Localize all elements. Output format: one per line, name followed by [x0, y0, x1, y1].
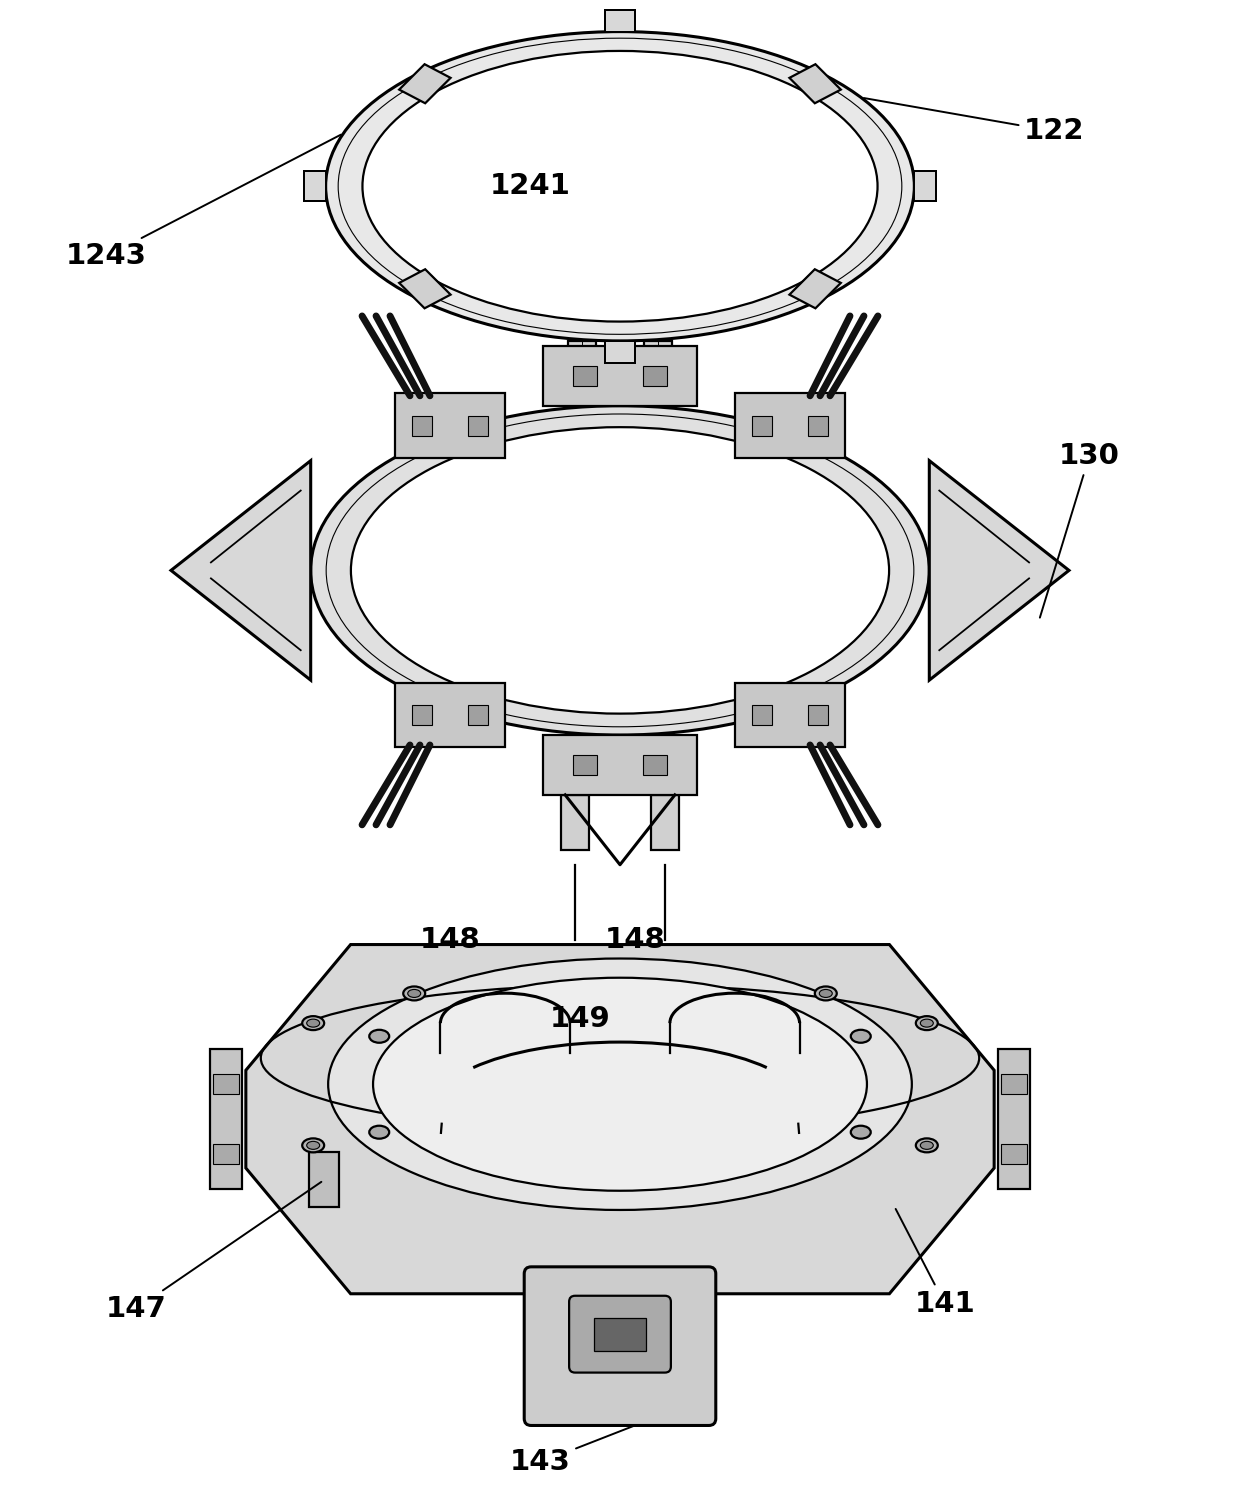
Bar — [412, 415, 432, 436]
Bar — [735, 393, 844, 459]
Bar — [1001, 1144, 1027, 1164]
Polygon shape — [790, 270, 841, 308]
Polygon shape — [914, 171, 936, 201]
Ellipse shape — [916, 1015, 937, 1030]
Polygon shape — [399, 64, 450, 103]
Bar — [213, 1144, 239, 1164]
Bar — [543, 345, 697, 406]
Bar — [467, 706, 487, 725]
Bar — [808, 706, 828, 725]
Ellipse shape — [920, 1018, 934, 1027]
Ellipse shape — [311, 406, 929, 736]
Bar — [210, 1050, 242, 1190]
Ellipse shape — [303, 1139, 324, 1152]
Polygon shape — [399, 270, 450, 308]
Ellipse shape — [306, 1142, 320, 1150]
Polygon shape — [605, 341, 635, 363]
Text: 148: 148 — [605, 926, 666, 953]
Bar — [644, 755, 667, 774]
Bar — [735, 682, 844, 747]
Text: 1241: 1241 — [490, 173, 570, 200]
Ellipse shape — [329, 959, 911, 1211]
Ellipse shape — [303, 1015, 324, 1030]
Ellipse shape — [362, 51, 878, 322]
Bar — [309, 1152, 339, 1208]
Ellipse shape — [815, 986, 837, 1001]
Bar — [753, 706, 773, 725]
FancyBboxPatch shape — [525, 1267, 715, 1425]
Bar — [1001, 1074, 1027, 1094]
Ellipse shape — [306, 1018, 320, 1027]
Ellipse shape — [351, 427, 889, 713]
Ellipse shape — [851, 1030, 870, 1042]
Bar — [467, 415, 487, 436]
Polygon shape — [304, 171, 326, 201]
FancyBboxPatch shape — [569, 1295, 671, 1373]
Text: 1243: 1243 — [66, 134, 341, 270]
Ellipse shape — [820, 990, 832, 998]
Bar — [573, 366, 596, 386]
Polygon shape — [605, 9, 635, 31]
Bar — [594, 1318, 646, 1351]
Polygon shape — [246, 944, 994, 1294]
Ellipse shape — [370, 1126, 389, 1139]
Bar — [568, 341, 596, 396]
Bar — [562, 795, 589, 850]
Ellipse shape — [916, 1139, 937, 1152]
Ellipse shape — [370, 1030, 389, 1042]
Polygon shape — [790, 64, 841, 103]
Text: 141: 141 — [895, 1209, 975, 1318]
Text: 147: 147 — [105, 1182, 321, 1322]
Bar — [396, 682, 505, 747]
Bar — [808, 415, 828, 436]
Text: 130: 130 — [1040, 442, 1120, 618]
Bar — [998, 1050, 1030, 1190]
Bar — [644, 341, 672, 396]
Bar — [213, 1074, 239, 1094]
Bar — [396, 393, 505, 459]
Ellipse shape — [403, 986, 425, 1001]
Bar — [543, 736, 697, 795]
Bar — [644, 366, 667, 386]
Polygon shape — [171, 460, 311, 680]
Bar — [412, 706, 432, 725]
Bar — [651, 795, 678, 850]
Ellipse shape — [373, 978, 867, 1191]
Ellipse shape — [851, 1126, 870, 1139]
Ellipse shape — [326, 31, 914, 341]
Text: 122: 122 — [864, 98, 1085, 146]
Bar — [753, 415, 773, 436]
Text: 148: 148 — [420, 926, 481, 953]
Bar — [573, 755, 596, 774]
Ellipse shape — [920, 1142, 934, 1150]
Polygon shape — [929, 460, 1069, 680]
Text: 149: 149 — [549, 1005, 610, 1033]
Ellipse shape — [408, 990, 420, 998]
Text: 143: 143 — [510, 1425, 637, 1477]
